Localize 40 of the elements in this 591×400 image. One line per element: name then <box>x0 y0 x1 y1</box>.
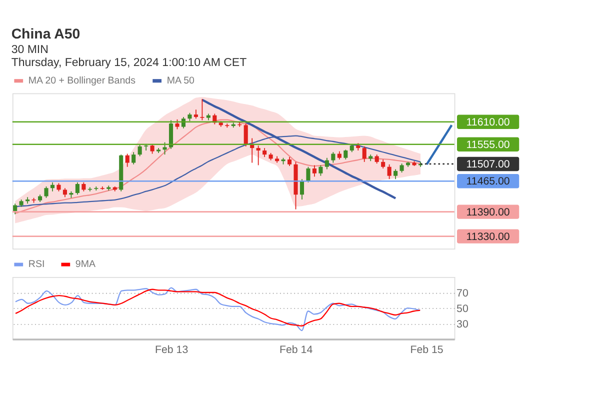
candlestick <box>244 123 248 147</box>
ref-line-label: 11390.00 <box>466 206 510 218</box>
candlestick <box>256 145 260 166</box>
candlestick <box>394 168 398 180</box>
candlestick <box>168 120 174 150</box>
candlestick <box>175 118 180 130</box>
candlestick <box>318 164 323 176</box>
candlestick <box>13 203 18 215</box>
candlestick <box>125 153 130 168</box>
candlestick <box>132 152 136 165</box>
ref-line-label: 11330.00 <box>466 230 510 243</box>
chart-title: China A50 <box>11 26 80 43</box>
candlestick <box>306 166 310 183</box>
text: 30 MIN <box>11 44 48 56</box>
candlestick <box>200 98 204 121</box>
x-tick-label: Feb 13 <box>155 344 188 356</box>
legend-label: MA 50 <box>166 76 196 87</box>
legend-label: 9MA <box>75 259 96 270</box>
candlestick <box>75 182 80 196</box>
candlestick <box>331 152 336 164</box>
y-tick-label: 50 <box>456 303 468 316</box>
candlestick <box>162 142 167 156</box>
ref-line-label: 11507.00 <box>466 158 510 171</box>
y-tick-label: 30 <box>456 318 468 331</box>
candlestick <box>324 157 329 170</box>
candlestick <box>362 146 366 162</box>
y-tick-label: 70 <box>456 287 468 300</box>
candlestick <box>312 164 316 178</box>
candlestick <box>387 164 392 180</box>
candlestick <box>138 144 142 157</box>
legend-label: MA 20 + Bollinger Bands <box>28 76 136 87</box>
text: Thursday, February 15, 2024 1:00:10 AM CET <box>11 57 247 70</box>
candlestick <box>44 186 48 198</box>
x-tick-label: Feb 14 <box>280 344 313 356</box>
legend-label: RSI <box>28 259 45 270</box>
ref-line-label: 11555.00 <box>466 138 510 151</box>
ref-line-label: 11610.00 <box>466 116 510 128</box>
ref-line-label: 11465.00 <box>466 176 510 188</box>
candlestick <box>344 149 348 160</box>
x-tick-label: Feb 15 <box>410 344 444 356</box>
